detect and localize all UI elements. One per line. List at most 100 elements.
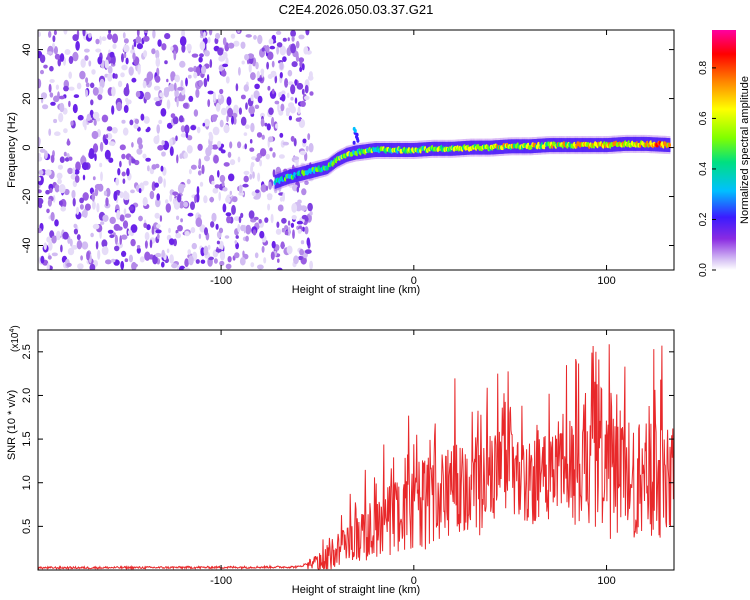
noise-speckle: [238, 216, 242, 224]
noise-speckle: [59, 156, 65, 163]
noise-speckle: [225, 196, 231, 203]
noise-speckle: [156, 193, 160, 201]
noise-speckle: [142, 196, 148, 207]
noise-speckle: [155, 49, 160, 60]
noise-speckle: [235, 235, 239, 239]
y-tick-label: 1.0: [21, 475, 33, 490]
noise-speckle: [63, 85, 69, 92]
noise-speckle: [259, 159, 262, 167]
noise-speckle: [197, 170, 202, 176]
x-tick-label: 100: [597, 275, 615, 287]
noise-speckle: [266, 51, 274, 60]
noise-speckle: [119, 160, 122, 168]
noise-speckle: [97, 86, 104, 95]
noise-speckle: [278, 109, 284, 116]
noise-speckle: [119, 144, 126, 151]
noise-speckle: [188, 255, 194, 266]
y-tick-label: 40: [21, 43, 33, 55]
noise-speckle: [164, 60, 168, 65]
noise-speckle: [240, 212, 244, 218]
noise-speckle: [245, 224, 252, 235]
noise-speckle: [88, 60, 92, 67]
noise-speckle: [225, 263, 232, 270]
noise-speckle: [222, 37, 227, 46]
noise-speckle: [166, 122, 173, 129]
noise-speckle: [38, 31, 41, 37]
noise-speckle: [195, 259, 200, 264]
noise-speckle: [304, 95, 310, 101]
noise-speckle: [143, 50, 148, 58]
noise-speckle: [281, 227, 285, 233]
snr-scale-label: (x104): [9, 325, 21, 352]
noise-speckle: [58, 184, 66, 194]
noise-speckle: [38, 137, 41, 147]
noise-speckle: [224, 235, 230, 239]
noise-speckle: [187, 74, 192, 79]
noise-speckle: [191, 242, 197, 250]
noise-speckle: [72, 167, 76, 176]
noise-speckle: [215, 248, 222, 253]
noise-speckle: [245, 102, 248, 110]
noise-speckle: [195, 88, 200, 99]
noise-speckle: [284, 225, 289, 230]
noise-speckle: [250, 161, 255, 168]
noise-speckle: [48, 30, 52, 38]
noise-speckle: [67, 138, 70, 146]
noise-speckle: [173, 82, 177, 92]
noise-speckle: [46, 51, 53, 55]
noise-speckle: [159, 92, 164, 97]
noise-speckle: [144, 251, 151, 261]
noise-speckle: [136, 245, 141, 249]
noise-speckle: [64, 157, 70, 162]
noise-speckle: [206, 74, 210, 82]
noise-speckle: [196, 186, 200, 195]
noise-speckle: [142, 180, 149, 186]
noise-speckle: [159, 215, 163, 222]
noise-speckle: [282, 56, 287, 62]
noise-speckle: [124, 258, 129, 263]
noise-speckle: [72, 103, 78, 114]
y-tick-label: 2.5: [21, 344, 33, 359]
noise-speckle: [102, 214, 109, 222]
noise-speckle: [301, 214, 308, 220]
noise-speckle: [267, 74, 273, 79]
noise-speckle: [99, 162, 103, 168]
noise-speckle: [295, 40, 300, 49]
noise-speckle: [161, 140, 165, 146]
y-tick-label: -20: [21, 189, 33, 205]
colorbar-tick-label: 0.8: [698, 61, 709, 75]
noise-speckle: [92, 143, 99, 153]
noise-speckle: [269, 45, 276, 50]
noise-speckle: [119, 214, 125, 222]
noise-speckle: [173, 200, 180, 210]
noise-speckle: [254, 189, 260, 194]
noise-speckle: [294, 97, 298, 104]
noise-speckle: [133, 123, 139, 129]
noise-speckle: [64, 49, 71, 55]
noise-speckle: [232, 196, 238, 203]
noise-speckle: [40, 69, 44, 75]
noise-speckle: [123, 38, 129, 44]
noise-speckle: [307, 133, 311, 141]
noise-speckle: [94, 188, 99, 197]
noise-speckle: [136, 247, 141, 254]
noise-speckle: [223, 124, 230, 134]
noise-speckle: [231, 115, 234, 125]
noise-speckle: [154, 75, 161, 83]
noise-speckle: [248, 63, 252, 73]
noise-speckle: [285, 107, 291, 115]
noise-speckle: [231, 204, 236, 215]
noise-speckle: [122, 32, 126, 39]
noise-speckle: [243, 175, 249, 183]
noise-speckle: [54, 53, 61, 60]
noise-speckle: [275, 228, 282, 235]
noise-speckle: [176, 215, 180, 220]
x-tick-label: 0: [411, 275, 417, 287]
noise-speckle: [220, 107, 227, 116]
noise-speckle: [92, 111, 100, 120]
noise-speckle: [254, 83, 260, 90]
noise-speckle: [176, 154, 179, 164]
noise-speckle: [298, 34, 305, 40]
noise-speckle: [85, 89, 89, 98]
noise-speckle: [309, 211, 313, 216]
